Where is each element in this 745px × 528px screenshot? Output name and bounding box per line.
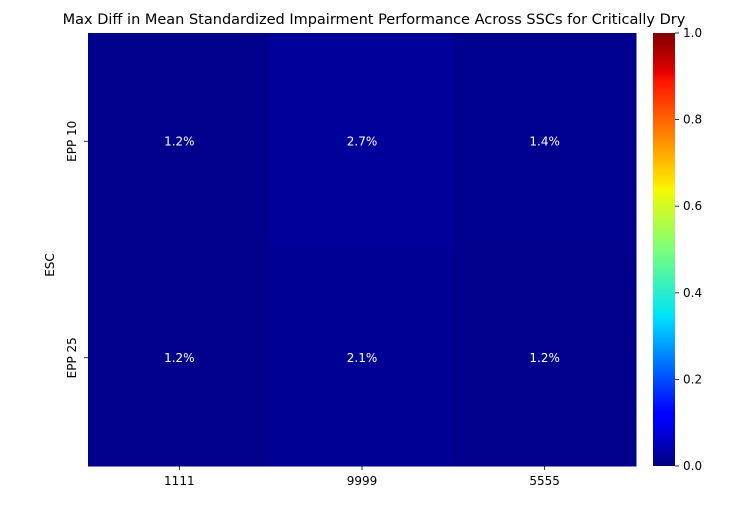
heatmap-cell — [453, 249, 637, 467]
cell-annotations: 1.2% 2.7% 1.4% 1.2% 2.1% 1.2% — [164, 134, 560, 365]
colorbar — [653, 33, 675, 466]
cell-annotation: 1.4% — [529, 134, 560, 148]
cell-annotation: 1.2% — [529, 351, 560, 365]
cell-annotation: 1.2% — [164, 134, 195, 148]
x-axis: 1111 9999 5555 — [164, 466, 560, 488]
y-axis-label: ESC — [43, 253, 57, 277]
cell-annotation: 2.1% — [347, 351, 378, 365]
chart-title: Max Diff in Mean Standardized Impairment… — [63, 12, 686, 28]
heatmap-cell — [453, 33, 637, 250]
heatmap-cells — [88, 33, 637, 467]
heatmap-cell — [88, 249, 272, 467]
colorbar-axis: 0.0 0.2 0.4 0.6 0.8 1.0 — [675, 26, 702, 473]
y-tick-label: EPP 25 — [65, 337, 79, 378]
x-tick-label: 1111 — [164, 474, 195, 488]
heatmap-cell — [270, 249, 454, 467]
colorbar-tick-label: 0.0 — [683, 459, 702, 473]
y-tick-label: EPP 10 — [65, 121, 79, 162]
y-axis: EPP 10 EPP 25 — [65, 121, 88, 378]
cell-annotation: 2.7% — [347, 134, 378, 148]
heatmap-cell — [88, 33, 272, 250]
colorbar-tick-label: 0.2 — [683, 372, 702, 386]
heatmap-cell — [270, 33, 454, 250]
colorbar-tick-label: 0.4 — [683, 286, 702, 300]
x-tick-label: 5555 — [529, 474, 560, 488]
colorbar-tick-label: 0.8 — [683, 113, 702, 127]
colorbar-tick-label: 1.0 — [683, 26, 702, 40]
cell-annotation: 1.2% — [164, 351, 195, 365]
colorbar-tick-label: 0.6 — [683, 199, 702, 213]
x-tick-label: 9999 — [347, 474, 378, 488]
